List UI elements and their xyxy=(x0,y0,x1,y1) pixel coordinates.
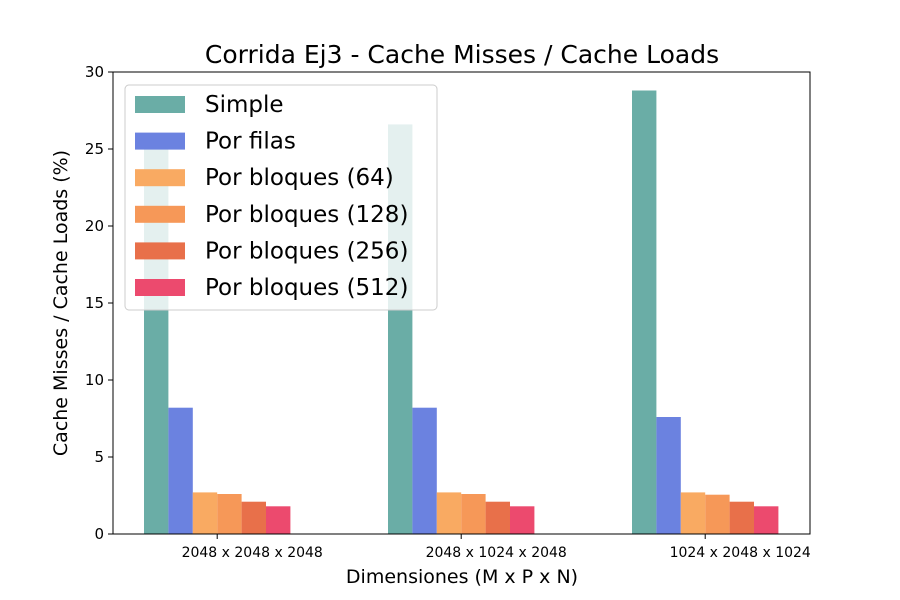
x-tick-label: 2048 x 1024 x 2048 xyxy=(426,545,567,561)
legend-swatch xyxy=(135,169,185,187)
bar xyxy=(485,501,510,534)
bar xyxy=(241,501,266,534)
x-axis: 2048 x 2048 x 2048 2048 x 1024 x 2048 1024… xyxy=(182,534,811,561)
legend-box xyxy=(124,84,438,311)
bar xyxy=(510,506,535,534)
y-axis: 0 5 10 15 20 25 30 xyxy=(85,63,113,543)
bar xyxy=(680,492,706,534)
bar xyxy=(656,417,681,534)
y-tick-label: 30 xyxy=(85,63,104,81)
legend-swatch xyxy=(135,279,185,296)
y-tick-label: 25 xyxy=(85,140,104,158)
bar xyxy=(754,506,779,534)
legend-swatch xyxy=(135,96,185,113)
bar xyxy=(168,407,193,534)
legend-swatch xyxy=(135,205,185,223)
bar xyxy=(461,494,486,534)
legend-label: Por filas xyxy=(205,129,296,155)
legend-swatch xyxy=(135,242,185,260)
x-axis-title: Dimensiones (M x P x N) xyxy=(346,566,578,588)
x-tick-label: 2048 x 2048 x 2048 xyxy=(182,545,323,561)
x-tick-label: 1024 x 2048 x 1024 xyxy=(670,545,811,561)
legend-label: Simple xyxy=(205,92,284,118)
legend-label: Por bloques (64) xyxy=(205,165,394,191)
y-tick-label: 0 xyxy=(94,525,104,543)
legend: Simple Por filas Por bloques (64) Por bloqu… xyxy=(124,84,438,311)
y-tick-label: 20 xyxy=(85,217,104,235)
bar xyxy=(436,492,462,534)
bar xyxy=(729,501,754,534)
bar xyxy=(412,407,437,534)
y-axis-title: Cache Misses / Cache Loads (%) xyxy=(50,150,72,456)
bar xyxy=(266,506,291,534)
bar xyxy=(192,492,218,534)
bar xyxy=(632,90,657,534)
bar xyxy=(217,494,242,534)
y-tick-label: 15 xyxy=(85,294,104,312)
legend-label: Por bloques (256) xyxy=(205,238,408,264)
bar xyxy=(705,494,730,534)
legend-label: Por bloques (512) xyxy=(205,275,408,301)
y-tick-label: 5 xyxy=(94,448,104,466)
legend-label: Por bloques (128) xyxy=(205,202,408,228)
y-tick-label: 10 xyxy=(85,371,104,389)
legend-swatch xyxy=(135,132,185,150)
chart-title: Corrida Ej3 - Cache Misses / Cache Loads xyxy=(205,40,719,69)
